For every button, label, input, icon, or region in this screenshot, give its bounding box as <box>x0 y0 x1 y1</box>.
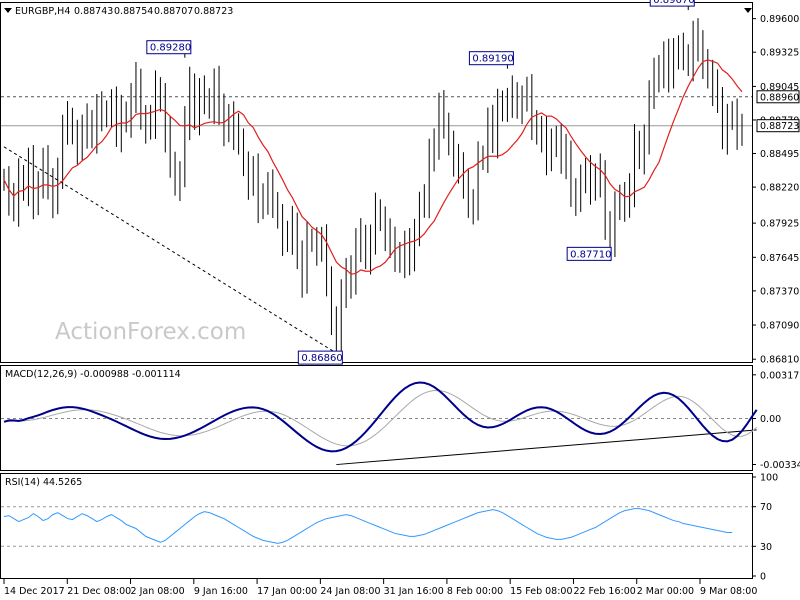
price-panel-frame <box>0 2 753 363</box>
actionforex-watermark: ActionForex.com <box>55 319 246 345</box>
dropdown-triangle-icon <box>4 8 12 13</box>
x-tick-label: 8 Feb 00:00 <box>447 586 503 597</box>
price-tick-label: 0.87645 <box>760 253 799 264</box>
x-tick-label: 2 Jan 08:00 <box>131 586 185 597</box>
level-value-box <box>756 90 800 104</box>
x-tick-label: 17 Jan 00:00 <box>257 586 317 597</box>
moving-average <box>3 59 743 275</box>
ohlc-high: 0.88754 <box>114 6 153 17</box>
ohlc-open: 0.88743 <box>74 6 113 17</box>
price-tick-label: 0.86810 <box>760 355 799 366</box>
level-value-box <box>756 119 800 133</box>
x-tick-label: 24 Jan 08:00 <box>320 586 380 597</box>
x-tick-label: 2 Mar 00:00 <box>637 586 694 597</box>
macd-label: MACD(12,26,9) -0.000988 -0.001114 <box>5 369 181 380</box>
rsi-tick-label: 30 <box>760 542 772 553</box>
price-trendline-segment <box>3 146 337 354</box>
price-y-axis: 0.896000.893250.890450.887700.884950.882… <box>752 14 800 366</box>
price-tick-label: 0.89600 <box>760 14 799 25</box>
x-tick-label: 14 Dec 2017 <box>4 586 65 597</box>
price-tick-label: 0.88495 <box>760 149 799 160</box>
level-value-label: 0.88960 <box>760 92 799 103</box>
callout-box <box>566 246 612 261</box>
macd-trendline <box>336 429 757 466</box>
symbol-label: EURGBP,H4 <box>15 6 70 17</box>
macd-tick-label: 0.00 <box>760 414 781 425</box>
x-tick-label: 22 Feb 16:00 <box>573 586 635 597</box>
rsi-label: RSI(14) 44.5265 <box>5 477 82 488</box>
macd-tick-label: -0.003344 <box>760 460 800 471</box>
callout-box <box>468 51 514 66</box>
price-trendline <box>3 146 337 354</box>
x-tick-label: 21 Dec 08:00 <box>67 586 131 597</box>
macd-line <box>3 381 758 453</box>
price-tick-label: 0.87090 <box>760 321 799 332</box>
callout-label: 0.89280 <box>150 43 191 54</box>
price-tick-label: 0.87370 <box>760 286 799 297</box>
rsi-tick-label: 0 <box>760 572 766 583</box>
rsi-layer <box>1 506 752 547</box>
moving-average-line <box>3 59 743 275</box>
price-tick-label: 0.87925 <box>760 219 799 230</box>
macd-y-axis: 0.003177 0.00 -0.003344 <box>752 370 800 471</box>
macd-layer <box>1 381 758 466</box>
callout-box <box>146 40 192 55</box>
x-tick-label: 31 Jan 16:00 <box>384 586 444 597</box>
callout-label: 0.87710 <box>570 249 611 260</box>
macd-signal-line <box>3 389 757 447</box>
rsi-line <box>3 508 733 544</box>
rsi-y-axis: 100 70 30 0 <box>752 473 778 583</box>
ohlc-close: 0.88723 <box>194 6 233 17</box>
x-tick-label: 15 Feb 08:00 <box>510 586 572 597</box>
collapse-triangle-icon[interactable] <box>744 8 752 13</box>
callout-label: 0.89190 <box>472 54 513 65</box>
macd-tick-label: 0.003177 <box>760 370 800 381</box>
price-tick-label: 0.89325 <box>760 48 799 59</box>
price-tick-label: 0.88220 <box>760 183 799 194</box>
price-tick-label: 0.89045 <box>760 82 799 93</box>
callout-label: 0.86860 <box>301 353 342 364</box>
callout-box <box>649 0 695 7</box>
x-tick-label: 9 Jan 16:00 <box>194 586 248 597</box>
rsi-panel-frame <box>0 473 753 579</box>
x-tick-label: 9 Mar 08:00 <box>700 586 757 597</box>
price-bars <box>3 18 743 356</box>
callout-label: 0.89670 <box>653 0 694 6</box>
callout-box <box>297 350 343 365</box>
level-value-label: 0.88723 <box>760 121 799 132</box>
rsi-tick-label: 100 <box>760 473 778 484</box>
time-x-axis: 14 Dec 2017 21 Dec 08:00 2 Jan 08:00 9 Jan … <box>3 579 757 597</box>
price-header: EURGBP,H4 0.88743 0.88754 0.88707 0.8872… <box>4 6 233 17</box>
rsi-tick-label: 70 <box>760 502 772 513</box>
ohlc-low: 0.88707 <box>154 6 193 17</box>
price-callouts: 0.89280 0.86860 0.89190 0.87710 0.89670 <box>146 0 695 365</box>
